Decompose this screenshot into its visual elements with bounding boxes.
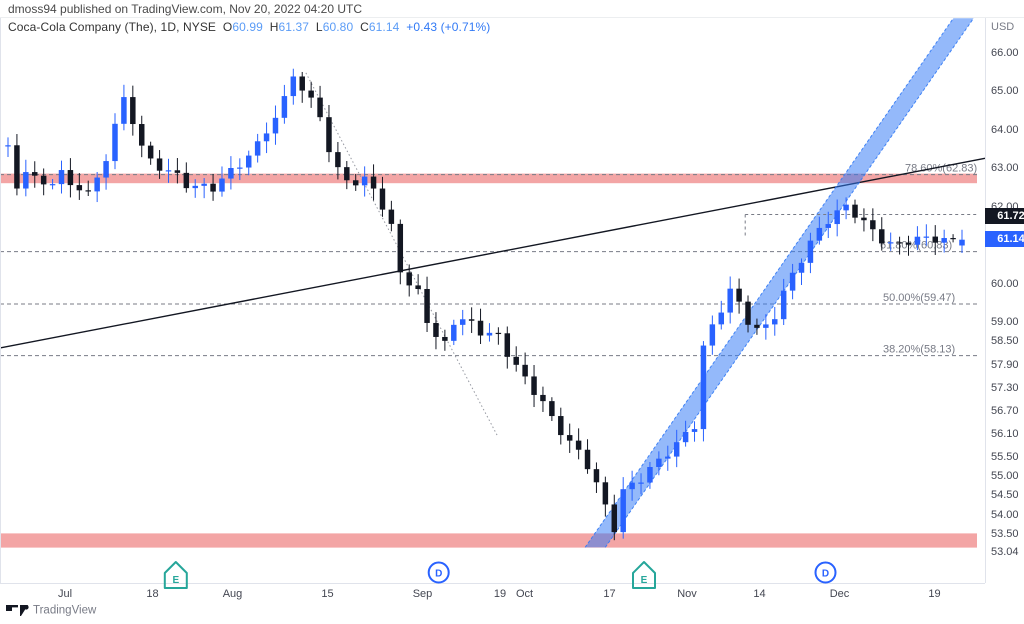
svg-text:E: E [641, 575, 648, 586]
svg-text:D: D [435, 569, 442, 580]
svg-text:E: E [172, 575, 179, 586]
svg-text:TradingView: TradingView [33, 605, 97, 617]
svg-text:D: D [822, 569, 829, 580]
